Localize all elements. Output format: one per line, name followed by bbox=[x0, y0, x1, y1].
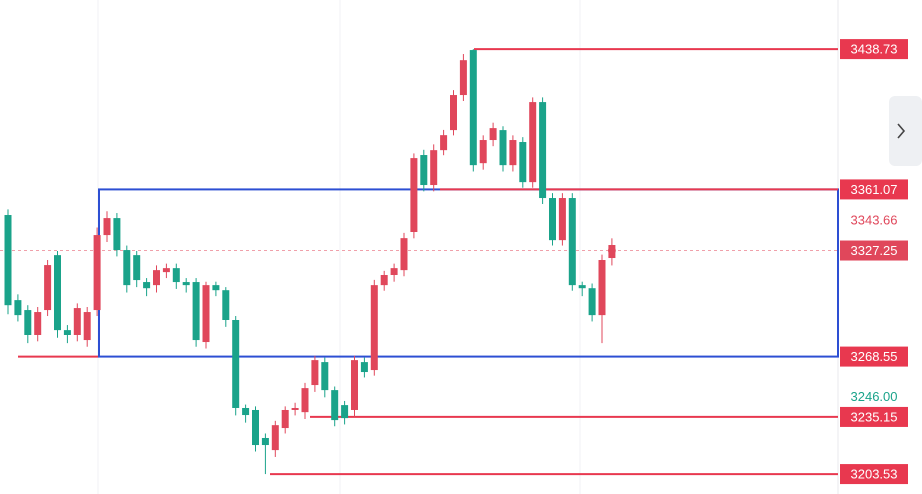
candle-body bbox=[162, 268, 170, 273]
level-label: 3268.55 bbox=[851, 349, 898, 364]
candle-body bbox=[351, 360, 358, 410]
candle-body bbox=[341, 405, 349, 419]
chevron-icon[interactable] bbox=[897, 123, 906, 139]
candle-body bbox=[479, 140, 487, 164]
candle-body bbox=[24, 310, 32, 335]
candle-body bbox=[450, 95, 457, 131]
candle-body bbox=[430, 150, 438, 186]
candle-body bbox=[499, 130, 507, 166]
candle-body bbox=[261, 437, 269, 446]
candle-body bbox=[44, 265, 52, 311]
level-label-bg bbox=[840, 179, 908, 200]
candle-body bbox=[202, 285, 210, 343]
candle-body bbox=[311, 360, 319, 386]
candle-body bbox=[360, 362, 368, 373]
candle-body bbox=[519, 142, 527, 183]
candle-body bbox=[54, 255, 61, 331]
candle-body bbox=[133, 255, 141, 281]
current-price-dot bbox=[607, 246, 616, 255]
candle-body bbox=[182, 282, 190, 286]
high-mark-label: 3343.66 bbox=[851, 212, 898, 227]
candle-body bbox=[153, 270, 160, 286]
candle-body bbox=[34, 312, 42, 335]
candle-body bbox=[598, 260, 606, 316]
candle-body bbox=[113, 218, 121, 251]
level-label: 3438.73 bbox=[851, 42, 898, 57]
candle-body bbox=[242, 407, 250, 416]
candle-body bbox=[440, 135, 448, 151]
candle-body bbox=[63, 330, 71, 335]
candle-body bbox=[83, 312, 91, 341]
candle-body bbox=[321, 362, 329, 391]
candle-body bbox=[93, 235, 101, 311]
level-label: 3361.07 bbox=[851, 182, 898, 197]
candle-body bbox=[400, 238, 408, 271]
candle-body bbox=[291, 407, 299, 410]
candle-body bbox=[143, 282, 151, 289]
candle-body bbox=[212, 285, 220, 291]
candle-body bbox=[4, 215, 12, 306]
low-mark-label: 3246.00 bbox=[851, 389, 898, 404]
candle-body bbox=[331, 390, 339, 421]
level-label-bg bbox=[840, 406, 908, 427]
current-price-label: 3327.25 bbox=[851, 243, 898, 258]
candle-body bbox=[232, 319, 240, 408]
candle-body bbox=[420, 155, 428, 186]
level-label-bg bbox=[840, 464, 908, 485]
side-toggle-bg[interactable] bbox=[889, 96, 922, 166]
level-label: 3203.53 bbox=[851, 467, 898, 482]
candle-body bbox=[73, 308, 81, 335]
candle-body bbox=[578, 285, 586, 289]
candle-body bbox=[370, 285, 378, 371]
range-box bbox=[98, 188, 839, 358]
candle-body bbox=[539, 102, 547, 199]
candle-body bbox=[271, 425, 279, 451]
candle-body bbox=[509, 140, 517, 166]
level-label-bg bbox=[840, 346, 908, 367]
candle-body bbox=[469, 50, 477, 166]
candle-body bbox=[588, 288, 596, 316]
candle-body bbox=[549, 198, 556, 241]
candle-body bbox=[529, 102, 537, 183]
candle-body bbox=[103, 218, 111, 236]
candle-body bbox=[558, 198, 566, 241]
candle-body bbox=[380, 275, 388, 286]
candle-body bbox=[281, 409, 289, 429]
candle-body bbox=[222, 290, 230, 320]
candle-body bbox=[410, 158, 418, 233]
candle-body bbox=[172, 268, 180, 283]
level-label-bg bbox=[840, 39, 908, 60]
candle-body bbox=[252, 409, 259, 446]
current-price-label-bg bbox=[840, 240, 908, 261]
candle-body bbox=[192, 282, 200, 341]
candle-body bbox=[489, 128, 497, 141]
candle-body bbox=[14, 300, 22, 316]
candle-body bbox=[390, 268, 398, 276]
candle-body bbox=[301, 388, 309, 413]
candle-body bbox=[568, 198, 576, 286]
level-label: 3235.15 bbox=[851, 409, 898, 424]
candle-body bbox=[459, 60, 467, 96]
candle-body bbox=[123, 250, 131, 286]
side-toggle[interactable] bbox=[889, 96, 922, 166]
